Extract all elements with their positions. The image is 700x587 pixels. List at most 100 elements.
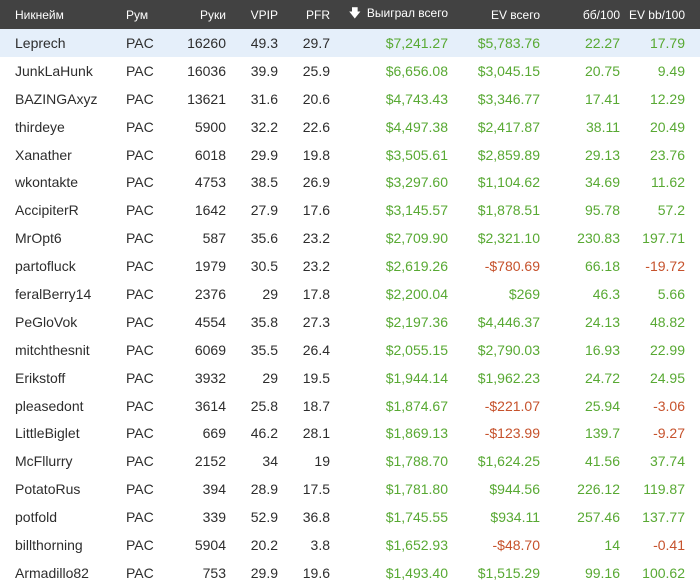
cell-hands: 16036 <box>187 62 226 79</box>
cell-bb100: 24.13 <box>584 313 620 330</box>
table-row[interactable]: PeGloVok PAC 4554 35.8 27.3 $2,197.36 $4,446.3… <box>0 307 700 336</box>
cell-vpip: 29.9 <box>250 146 278 163</box>
cell-ev: -$48.70 <box>492 536 540 553</box>
cell-evbb100: -19.72 <box>645 258 685 275</box>
table-row[interactable]: feralBerry14 PAC 2376 29 17.8 $2,200.04 $269 46… <box>0 280 700 308</box>
cell-vpip: 49.3 <box>250 34 278 51</box>
table-row[interactable]: pleasedont PAC 3614 25.8 18.7 $1,874.67 -$221.… <box>0 391 700 420</box>
cell-vpip: 29 <box>262 369 278 386</box>
table-row[interactable]: mitchthesnit PAC 6069 35.5 26.4 $2,055.15 $2,7… <box>0 335 700 364</box>
cell-bb100: 17.41 <box>584 90 620 107</box>
cell-ev: $5,783.76 <box>477 34 540 51</box>
cell-hands: 3614 <box>194 397 226 414</box>
table-row[interactable]: McFllurry PAC 2152 34 19 $1,788.70 $1,624.25 41… <box>0 447 700 476</box>
cell-pfr: 27.3 <box>302 313 330 330</box>
cell-room: PAC <box>126 285 154 302</box>
column-header-ev[interactable]: EV всего <box>448 0 540 29</box>
table-row[interactable]: Erikstoff PAC 3932 29 19.5 $1,944.14 $1,962.23… <box>0 363 700 392</box>
cell-bb100: 38.11 <box>586 118 620 135</box>
column-header-evbb100[interactable]: EV bb/100 <box>620 0 700 29</box>
cell-hands: 4554 <box>194 313 226 330</box>
cell-nickname: AccipiterR <box>15 202 79 219</box>
table-row[interactable]: BAZINGAxyz PAC 13621 31.6 20.6 $4,743.43 $3,34… <box>0 84 700 113</box>
cell-pfr: 25.9 <box>302 62 330 79</box>
cell-room: PAC <box>126 313 154 330</box>
cell-hands: 1642 <box>194 202 226 219</box>
cell-evbb100: 197.71 <box>642 230 685 247</box>
cell-pfr: 19 <box>314 453 330 470</box>
cell-vpip: 29 <box>262 285 278 302</box>
column-header-won[interactable]: 🡇 Выиграл всего <box>330 0 448 29</box>
column-header-vpip[interactable]: VPIP <box>226 0 278 29</box>
table-row[interactable]: AccipiterR PAC 1642 27.9 17.6 $3,145.57 $1,878… <box>0 196 700 225</box>
table-row[interactable]: LittleBiglet PAC 669 46.2 28.1 $1,869.13 -$123… <box>0 419 700 448</box>
cell-won: $1,944.14 <box>385 369 448 386</box>
cell-room: PAC <box>126 118 154 135</box>
cell-evbb100: 12.29 <box>649 90 685 107</box>
cell-hands: 394 <box>202 481 226 498</box>
cell-pfr: 22.6 <box>302 118 330 135</box>
column-header-nickname[interactable]: Никнейм <box>0 0 118 29</box>
cell-nickname: partofluck <box>15 258 76 275</box>
cell-vpip: 52.9 <box>250 509 278 526</box>
cell-nickname: McFllurry <box>15 453 73 470</box>
cell-pfr: 20.6 <box>302 90 330 107</box>
cell-ev: $269 <box>508 285 540 302</box>
cell-evbb100: 11.62 <box>651 174 685 191</box>
cell-pfr: 23.2 <box>302 230 330 247</box>
column-header-bb100[interactable]: бб/100 <box>540 0 620 29</box>
sort-down-arrow-icon: 🡇 <box>348 6 361 20</box>
table-row[interactable]: partofluck PAC 1979 30.5 23.2 $2,619.26 -$780.… <box>0 252 700 281</box>
cell-nickname: mitchthesnit <box>15 341 90 358</box>
cell-vpip: 27.9 <box>250 202 278 219</box>
cell-nickname: BAZINGAxyz <box>15 90 98 107</box>
column-header-room[interactable]: Рум <box>118 0 180 29</box>
cell-hands: 4753 <box>194 174 226 191</box>
column-header-pfr[interactable]: PFR <box>278 0 330 29</box>
table-row[interactable]: potfold PAC 339 52.9 36.8 $1,745.55 $934.11 257… <box>0 503 700 532</box>
cell-ev: -$221.07 <box>484 397 540 414</box>
column-header-hands[interactable]: Руки <box>180 0 226 29</box>
cell-pfr: 3.8 <box>310 536 330 553</box>
table-row[interactable]: Armadillo82 PAC 753 29.9 19.6 $1,493.40 $1,515… <box>0 558 700 587</box>
cell-won: $6,656.08 <box>385 62 448 79</box>
table-row[interactable]: wkontakte PAC 4753 38.5 26.9 $3,297.60 $1,104.… <box>0 168 700 197</box>
cell-nickname: JunkLaHunk <box>15 62 93 79</box>
cell-nickname: feralBerry14 <box>15 285 92 302</box>
cell-room: PAC <box>126 481 154 498</box>
cell-nickname: Armadillo82 <box>15 564 89 581</box>
cell-pfr: 26.9 <box>302 174 330 191</box>
cell-evbb100: -0.41 <box>653 536 685 553</box>
cell-won: $1,745.55 <box>385 509 448 526</box>
cell-evbb100: 57.2 <box>657 202 685 219</box>
cell-room: PAC <box>126 90 154 107</box>
table-row[interactable]: PotatoRus PAC 394 28.9 17.5 $1,781.80 $944.56 2… <box>0 475 700 504</box>
table-row[interactable]: JunkLaHunk PAC 16036 39.9 25.9 $6,656.08 $3,04… <box>0 56 700 85</box>
cell-bb100: 257.46 <box>577 509 620 526</box>
cell-pfr: 36.8 <box>302 509 330 526</box>
cell-pfr: 17.5 <box>302 481 330 498</box>
table-row[interactable]: MrOpt6 PAC 587 35.6 23.2 $2,709.90 $2,321.10 23… <box>0 224 700 253</box>
cell-nickname: wkontakte <box>15 174 79 191</box>
cell-bb100: 22.27 <box>584 34 620 51</box>
cell-pfr: 23.2 <box>302 258 330 275</box>
cell-room: PAC <box>126 146 154 163</box>
cell-won: $3,145.57 <box>385 202 448 219</box>
table-row[interactable]: thirdeye PAC 5900 32.2 22.6 $4,497.38 $2,417.8… <box>0 112 700 141</box>
cell-bb100: 16.93 <box>584 341 620 358</box>
table-row[interactable]: billthorning PAC 5904 20.2 3.8 $1,652.93 -$48.… <box>0 531 700 559</box>
cell-evbb100: -3.06 <box>653 397 685 414</box>
column-header-nickname-label: Никнейм <box>15 7 64 22</box>
cell-evbb100: 17.79 <box>649 34 685 51</box>
cell-evbb100: 22.99 <box>649 341 685 358</box>
cell-nickname: Erikstoff <box>15 369 66 386</box>
cell-hands: 6018 <box>194 146 226 163</box>
cell-ev: $2,790.03 <box>477 341 540 358</box>
table-row[interactable]: Xanather PAC 6018 29.9 19.8 $3,505.61 $2,859.8… <box>0 140 700 169</box>
cell-nickname: pleasedont <box>15 397 84 414</box>
cell-hands: 6069 <box>194 341 226 358</box>
cell-won: $7,241.27 <box>385 34 448 51</box>
column-header-bb100-label: бб/100 <box>582 7 620 22</box>
table-row[interactable]: Leprech PAC 16260 49.3 29.7 $7,241.27 $5,783.7… <box>0 29 700 57</box>
cell-vpip: 31.6 <box>250 90 278 107</box>
